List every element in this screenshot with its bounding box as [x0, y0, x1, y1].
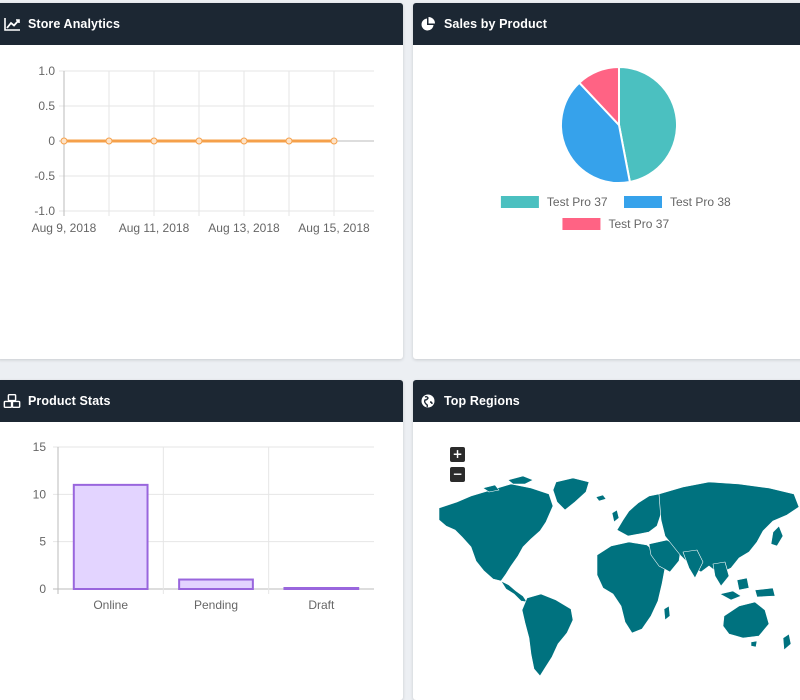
data-point: [195, 137, 203, 145]
bar: [283, 587, 360, 590]
globe-icon: [419, 392, 437, 410]
map-region-south-america: [521, 593, 574, 677]
map-region-indochina: [712, 561, 730, 587]
y-tick-label: -0.5: [34, 169, 55, 183]
zoom-in-button[interactable]: +: [450, 447, 465, 462]
map-region-europe: [616, 493, 664, 537]
legend-swatch: [624, 196, 662, 208]
bar: [72, 483, 149, 590]
map-region-north-america: [438, 483, 554, 582]
store-analytics-header: Store Analytics: [0, 3, 403, 45]
panel-title: Top Regions: [444, 394, 520, 408]
data-point: [330, 137, 338, 145]
bar: [178, 578, 254, 591]
world-map: [438, 475, 800, 677]
map-region-africa: [596, 541, 666, 634]
pie-slice: [618, 65, 678, 184]
x-tick-label: Aug 13, 2018: [208, 221, 280, 235]
zoom-out-button[interactable]: −: [450, 467, 465, 482]
pie-chart-icon: [419, 15, 437, 33]
product-stats-header: Product Stats: [0, 380, 403, 422]
map-region-new-guinea: [754, 587, 776, 598]
y-tick-label: 0: [39, 582, 46, 596]
map-region-indonesia: [719, 590, 742, 601]
data-point: [105, 137, 113, 145]
data-point: [60, 137, 68, 145]
product-stats-panel: Product Stats 15 10 5 0 Online Pending Draft: [0, 380, 403, 700]
top-regions-panel: Top Regions + −: [413, 380, 800, 700]
data-point: [240, 137, 248, 145]
map-region-madagascar: [663, 605, 671, 621]
y-tick-label: 1.0: [38, 64, 55, 78]
line-chart-icon: [3, 15, 21, 33]
legend-label: Test Pro 37: [547, 195, 608, 209]
pie-slice: [560, 81, 632, 184]
map-region-central-america: [500, 580, 528, 603]
panel-title: Product Stats: [28, 394, 111, 408]
map-region-iceland: [595, 494, 607, 502]
map-region-uk: [611, 509, 620, 523]
y-tick-label: 0.5: [38, 99, 55, 113]
pie-slice: [577, 65, 620, 128]
legend-swatch: [500, 196, 539, 208]
x-tick-label: Draft: [308, 598, 335, 612]
map-region-canada-arctic: [507, 475, 534, 485]
cubes-icon: [3, 392, 21, 410]
y-tick-label: 5: [39, 535, 46, 549]
bar-chart: 15 10 5 0 Online Pending Draft: [33, 440, 374, 612]
legend-label: Test Pro 37: [608, 217, 669, 231]
x-tick-label: Pending: [194, 598, 238, 612]
panel-title: Store Analytics: [28, 17, 121, 31]
map-region-borneo: [736, 577, 750, 591]
panel-title: Sales by Product: [444, 17, 548, 31]
map-region-tasmania: [750, 640, 758, 648]
data-point: [150, 137, 158, 145]
x-tick-label: Aug 15, 2018: [298, 221, 370, 235]
y-tick-label: 10: [33, 487, 47, 501]
y-tick-label: 15: [33, 440, 47, 454]
data-point: [285, 137, 293, 145]
x-tick-label: Online: [93, 598, 128, 612]
legend-swatch: [562, 218, 601, 230]
sales-by-product-panel: Sales by Product Test Pro 37 Test Pro 38 T…: [413, 3, 800, 359]
top-regions-header: Top Regions: [413, 380, 800, 422]
y-tick-label: 0: [48, 134, 55, 148]
store-analytics-panel: Store Analytics 1.0 0.5 0 -0.5 -1.0 Aug 9, 20…: [0, 3, 403, 359]
map-region-india: [682, 549, 704, 579]
x-tick-label: Aug 9, 2018: [32, 221, 97, 235]
legend-label: Test Pro 38: [670, 195, 731, 209]
map-region-australia: [722, 601, 770, 639]
sales-by-product-header: Sales by Product: [413, 3, 800, 45]
map-region-canada-arctic-2: [482, 484, 500, 493]
map-region-greenland: [552, 477, 590, 511]
map-region-new-zealand: [782, 633, 792, 651]
map-region-japan: [770, 525, 784, 547]
x-tick-label: Aug 11, 2018: [119, 221, 190, 235]
line-chart: 1.0 0.5 0 -0.5 -1.0 Aug 9, 2018 Aug 11, 2018 Au…: [32, 64, 374, 235]
y-tick-label: -1.0: [34, 204, 55, 218]
